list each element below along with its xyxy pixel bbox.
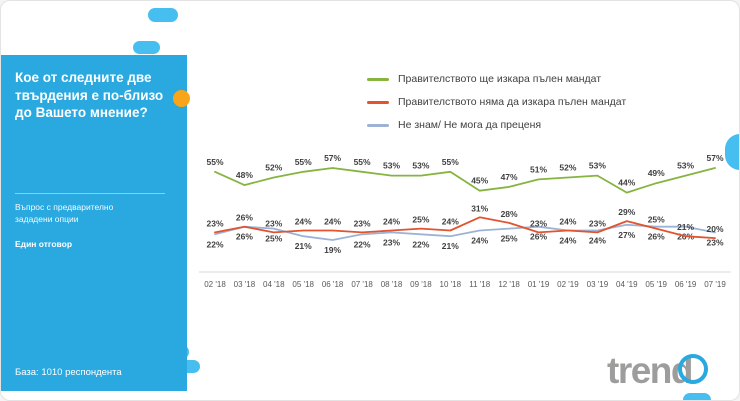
svg-text:24%: 24% — [295, 217, 312, 227]
chart-legend: Правителството ще изкара пълен мандат Пр… — [367, 73, 626, 131]
svg-text:01 '19: 01 '19 — [528, 280, 550, 289]
svg-text:05 '19: 05 '19 — [645, 280, 667, 289]
legend-item-full-term: Правителството ще изкара пълен мандат — [367, 73, 626, 85]
svg-text:25%: 25% — [265, 234, 282, 244]
legend-marker — [367, 100, 389, 104]
svg-text:23%: 23% — [530, 218, 547, 228]
svg-text:53%: 53% — [589, 161, 606, 171]
svg-text:57%: 57% — [324, 153, 341, 163]
svg-text:24%: 24% — [471, 236, 488, 246]
svg-text:23%: 23% — [589, 218, 606, 228]
trend-logo: trend — [607, 351, 727, 395]
svg-text:25%: 25% — [648, 215, 665, 225]
svg-text:02 '19: 02 '19 — [557, 280, 579, 289]
question-sidebar: Кое от следните две твърдения е по-близо… — [1, 55, 187, 391]
deco-pill-top-2 — [133, 41, 160, 54]
svg-text:03 '18: 03 '18 — [234, 280, 256, 289]
svg-text:49%: 49% — [648, 168, 665, 178]
svg-text:19%: 19% — [324, 245, 341, 255]
answer-type: Един отговор — [15, 239, 73, 249]
svg-text:24%: 24% — [559, 236, 576, 246]
svg-text:51%: 51% — [530, 164, 547, 174]
svg-text:23%: 23% — [265, 218, 282, 228]
svg-text:10 '18: 10 '18 — [440, 280, 462, 289]
legend-marker — [367, 123, 389, 127]
trend-logo-circle-icon — [678, 354, 708, 384]
svg-text:23%: 23% — [706, 237, 723, 247]
svg-text:03 '19: 03 '19 — [587, 280, 609, 289]
svg-text:12 '18: 12 '18 — [498, 280, 520, 289]
deco-pill-bottom-edge — [683, 393, 711, 400]
svg-text:26%: 26% — [236, 232, 253, 242]
svg-text:08 '18: 08 '18 — [381, 280, 403, 289]
svg-text:21%: 21% — [677, 222, 694, 232]
svg-text:22%: 22% — [206, 239, 223, 249]
svg-text:20%: 20% — [706, 224, 723, 234]
svg-text:55%: 55% — [206, 157, 223, 167]
legend-label: Правителството няма да изкара пълен манд… — [398, 96, 627, 108]
svg-text:52%: 52% — [559, 163, 576, 173]
svg-text:26%: 26% — [236, 213, 253, 223]
svg-text:22%: 22% — [354, 239, 371, 249]
svg-text:11 '18: 11 '18 — [469, 280, 491, 289]
svg-text:57%: 57% — [706, 153, 723, 163]
svg-text:26%: 26% — [530, 232, 547, 242]
legend-label: Правителството ще изкара пълен мандат — [398, 73, 602, 85]
svg-text:04 '19: 04 '19 — [616, 280, 638, 289]
svg-text:53%: 53% — [383, 161, 400, 171]
svg-text:09 '18: 09 '18 — [410, 280, 432, 289]
deco-pill-right — [725, 134, 739, 170]
svg-text:44%: 44% — [618, 178, 635, 188]
svg-text:24%: 24% — [442, 217, 459, 227]
svg-text:04 '18: 04 '18 — [263, 280, 285, 289]
svg-text:47%: 47% — [501, 172, 518, 182]
svg-text:23%: 23% — [383, 237, 400, 247]
svg-text:48%: 48% — [236, 170, 253, 180]
svg-text:53%: 53% — [677, 161, 694, 171]
svg-text:52%: 52% — [265, 163, 282, 173]
svg-text:07 '19: 07 '19 — [704, 280, 726, 289]
svg-text:21%: 21% — [295, 241, 312, 251]
svg-text:06 '19: 06 '19 — [675, 280, 697, 289]
svg-text:24%: 24% — [324, 217, 341, 227]
svg-text:27%: 27% — [618, 230, 635, 240]
legend-label: Не знам/ Не мога да преценя — [398, 119, 542, 131]
svg-text:05 '18: 05 '18 — [292, 280, 314, 289]
svg-text:26%: 26% — [648, 232, 665, 242]
legend-item-not-full-term: Правителството няма да изкара пълен манд… — [367, 96, 626, 108]
survey-question: Кое от следните две твърдения е по-близо… — [15, 70, 164, 121]
sample-base: База: 1010 респондента — [15, 367, 122, 378]
svg-text:02 '18: 02 '18 — [204, 280, 226, 289]
line-chart: 02 '18 03 '18 04 '18 05 '18 06 '18 07 '18 08 '… — [199, 153, 731, 289]
svg-text:06 '18: 06 '18 — [322, 280, 344, 289]
svg-text:23%: 23% — [206, 218, 223, 228]
deco-orange-dot — [173, 90, 190, 107]
svg-text:55%: 55% — [295, 157, 312, 167]
svg-text:24%: 24% — [559, 217, 576, 227]
svg-text:21%: 21% — [442, 241, 459, 251]
svg-text:07 '18: 07 '18 — [351, 280, 373, 289]
svg-text:29%: 29% — [618, 207, 635, 217]
svg-text:55%: 55% — [442, 157, 459, 167]
svg-text:25%: 25% — [412, 215, 429, 225]
svg-text:53%: 53% — [412, 161, 429, 171]
svg-text:24%: 24% — [589, 236, 606, 246]
question-note: Въпрос с предварително зададени опции — [15, 202, 114, 225]
svg-text:23%: 23% — [354, 218, 371, 228]
legend-item-dont-know: Не знам/ Не мога да преценя — [367, 119, 626, 131]
svg-text:45%: 45% — [471, 176, 488, 186]
svg-text:24%: 24% — [383, 217, 400, 227]
svg-text:28%: 28% — [501, 209, 518, 219]
deco-pill-top-1 — [148, 8, 178, 22]
svg-text:31%: 31% — [471, 203, 488, 213]
svg-text:22%: 22% — [412, 239, 429, 249]
sidebar-divider — [15, 193, 165, 194]
svg-text:55%: 55% — [354, 157, 371, 167]
legend-marker — [367, 77, 389, 81]
svg-text:25%: 25% — [501, 234, 518, 244]
